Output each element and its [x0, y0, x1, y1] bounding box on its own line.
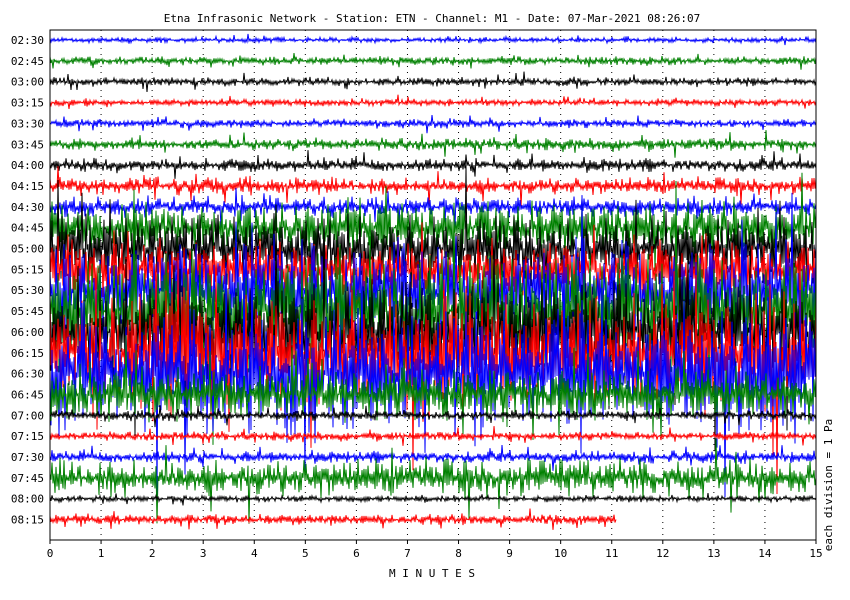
trace-row-0730 [50, 444, 816, 471]
trace-row-0230 [50, 33, 816, 46]
row-time-label: 05:00 [11, 243, 44, 256]
x-tick-label: 1 [98, 547, 105, 560]
row-time-label: 02:45 [11, 55, 44, 68]
trace-group [50, 33, 816, 530]
x-axis-label: M I N U T E S [389, 567, 475, 580]
row-time-label: 07:15 [11, 430, 44, 443]
trace-row-0415 [50, 166, 816, 207]
x-tick-label: 4 [251, 547, 258, 560]
row-time-label: 05:30 [11, 284, 44, 297]
trace-row-0630 [50, 222, 816, 498]
row-time-label: 02:30 [11, 34, 44, 47]
trace-row-0330 [50, 114, 816, 134]
x-tick-label: 8 [455, 547, 462, 560]
row-time-label: 04:00 [11, 159, 44, 172]
trace-row-0315 [50, 94, 816, 109]
row-time-label: 07:30 [11, 451, 44, 464]
trace-row-0245 [50, 53, 816, 70]
x-tick-label: 5 [302, 547, 309, 560]
row-time-label: 04:15 [11, 180, 44, 193]
x-tick-label: 0 [47, 547, 54, 560]
trace-row-0715 [50, 426, 816, 446]
row-time-label: 06:15 [11, 347, 44, 360]
row-time-label: 03:30 [11, 117, 44, 130]
trace-row-0745 [50, 438, 816, 524]
x-tick-label: 12 [656, 547, 669, 560]
row-time-label: 06:00 [11, 326, 44, 339]
x-tick-label: 13 [707, 547, 720, 560]
row-time-label: 04:45 [11, 222, 44, 235]
row-time-label: 06:45 [11, 388, 44, 401]
trace-row-0815 [50, 508, 617, 530]
row-time-labels: 02:30 02:45 03:00 03:15 03:30 03:45 04:00 04:15… [11, 34, 44, 527]
trace-row-0700 [50, 405, 816, 428]
row-time-label: 07:00 [11, 409, 44, 422]
x-tick-label: 14 [758, 547, 772, 560]
trace-row-0400 [50, 150, 816, 179]
plot-frame [49, 29, 817, 541]
chart-title: Etna Infrasonic Network - Station: ETN -… [164, 12, 700, 25]
row-time-label: 03:45 [11, 138, 44, 151]
row-time-label: 05:45 [11, 305, 44, 318]
x-axis: 0 1 2 3 4 5 6 7 8 9 10 11 12 13 14 15 [47, 540, 823, 560]
x-tick-label: 2 [149, 547, 156, 560]
row-time-label: 03:00 [11, 76, 44, 89]
row-time-label: 04:30 [11, 201, 44, 214]
trace-row-0430 [50, 187, 816, 229]
trace-row-0800 [50, 493, 816, 506]
x-tick-label: 3 [200, 547, 207, 560]
x-tick-label: 7 [404, 547, 411, 560]
trace-row-0345 [50, 130, 816, 158]
row-time-label: 06:30 [11, 368, 44, 381]
x-tick-label: 10 [554, 547, 567, 560]
trace-row-0300 [50, 71, 816, 92]
row-time-label: 07:45 [11, 472, 44, 485]
row-time-label: 03:15 [11, 97, 44, 110]
row-time-label: 05:15 [11, 263, 44, 276]
scale-label: each division = 1 Pa [822, 419, 835, 551]
x-tick-label: 15 [809, 547, 822, 560]
row-time-label: 08:15 [11, 514, 44, 527]
x-tick-label: 11 [605, 547, 618, 560]
x-tick-label: 9 [506, 547, 513, 560]
x-tick-label: 6 [353, 547, 360, 560]
minute-grid [100, 30, 766, 540]
row-time-label: 08:00 [11, 493, 44, 506]
